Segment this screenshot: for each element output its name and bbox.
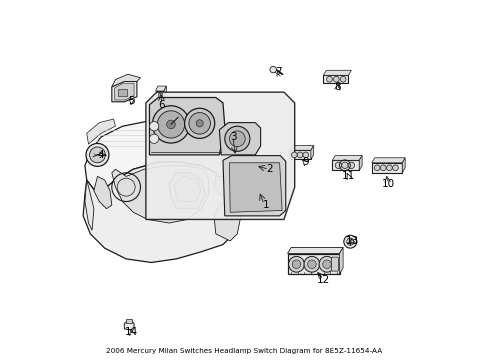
Polygon shape	[287, 253, 339, 274]
Circle shape	[157, 111, 184, 138]
Polygon shape	[289, 145, 313, 150]
Text: 10: 10	[381, 179, 394, 189]
Polygon shape	[332, 156, 362, 160]
Circle shape	[229, 131, 244, 147]
Polygon shape	[323, 70, 351, 75]
Text: 8: 8	[334, 82, 340, 92]
Polygon shape	[287, 247, 343, 253]
Circle shape	[166, 120, 175, 129]
Circle shape	[288, 256, 304, 272]
Circle shape	[149, 134, 159, 143]
Polygon shape	[163, 86, 166, 101]
Polygon shape	[339, 247, 343, 274]
Polygon shape	[214, 202, 241, 241]
Polygon shape	[214, 176, 226, 194]
Circle shape	[340, 76, 346, 82]
Circle shape	[224, 126, 249, 151]
Polygon shape	[371, 163, 402, 173]
Circle shape	[196, 120, 203, 127]
Polygon shape	[85, 119, 255, 209]
Polygon shape	[155, 86, 166, 91]
Circle shape	[386, 165, 391, 171]
Polygon shape	[149, 98, 224, 155]
Circle shape	[303, 152, 308, 158]
Polygon shape	[155, 91, 163, 101]
Text: 1: 1	[262, 200, 269, 210]
Polygon shape	[112, 81, 137, 102]
Polygon shape	[219, 123, 260, 155]
Circle shape	[89, 147, 105, 163]
Polygon shape	[359, 156, 362, 170]
Text: 3: 3	[230, 132, 237, 142]
Circle shape	[149, 122, 159, 131]
Circle shape	[392, 165, 398, 171]
Polygon shape	[112, 166, 208, 223]
Polygon shape	[229, 163, 282, 212]
Circle shape	[152, 106, 189, 143]
Circle shape	[347, 162, 354, 168]
Polygon shape	[310, 145, 313, 159]
Text: 7: 7	[275, 67, 281, 77]
Circle shape	[184, 108, 214, 138]
Text: 5: 5	[128, 96, 135, 106]
Circle shape	[188, 113, 210, 134]
Polygon shape	[223, 156, 285, 216]
Circle shape	[326, 76, 332, 82]
FancyBboxPatch shape	[158, 93, 162, 99]
Circle shape	[304, 256, 319, 272]
Circle shape	[307, 260, 316, 269]
Text: 11: 11	[341, 171, 354, 181]
Circle shape	[380, 165, 386, 171]
Circle shape	[291, 152, 297, 158]
Circle shape	[335, 162, 341, 168]
Polygon shape	[94, 176, 112, 209]
Text: 6: 6	[159, 100, 165, 110]
Text: 2006 Mercury Milan Switches Headlamp Switch Diagram for 8E5Z-11654-AA: 2006 Mercury Milan Switches Headlamp Swi…	[106, 348, 382, 354]
Polygon shape	[85, 180, 94, 230]
Circle shape	[297, 152, 303, 158]
Polygon shape	[323, 75, 348, 83]
Circle shape	[269, 66, 276, 73]
Circle shape	[86, 143, 109, 166]
Polygon shape	[332, 160, 359, 170]
FancyBboxPatch shape	[331, 257, 338, 271]
Text: 13: 13	[345, 236, 358, 246]
Text: 2: 2	[266, 164, 272, 174]
Polygon shape	[169, 173, 204, 209]
Polygon shape	[115, 83, 134, 100]
Polygon shape	[226, 137, 251, 173]
Text: 12: 12	[316, 275, 329, 285]
Circle shape	[373, 165, 379, 171]
Polygon shape	[86, 119, 115, 144]
Circle shape	[333, 76, 339, 82]
Circle shape	[322, 260, 330, 269]
Polygon shape	[402, 158, 405, 173]
Polygon shape	[112, 74, 140, 87]
Polygon shape	[145, 92, 294, 220]
Polygon shape	[371, 158, 405, 163]
Polygon shape	[124, 321, 134, 329]
Text: 4: 4	[98, 150, 104, 160]
Circle shape	[346, 238, 353, 245]
FancyBboxPatch shape	[118, 89, 127, 96]
Circle shape	[292, 260, 300, 269]
Circle shape	[319, 256, 334, 272]
Polygon shape	[174, 176, 201, 202]
Polygon shape	[289, 150, 310, 159]
Circle shape	[341, 162, 347, 168]
Polygon shape	[83, 162, 237, 262]
Text: 9: 9	[302, 157, 308, 167]
Circle shape	[343, 235, 356, 248]
Text: 14: 14	[124, 327, 138, 337]
FancyBboxPatch shape	[126, 319, 132, 323]
